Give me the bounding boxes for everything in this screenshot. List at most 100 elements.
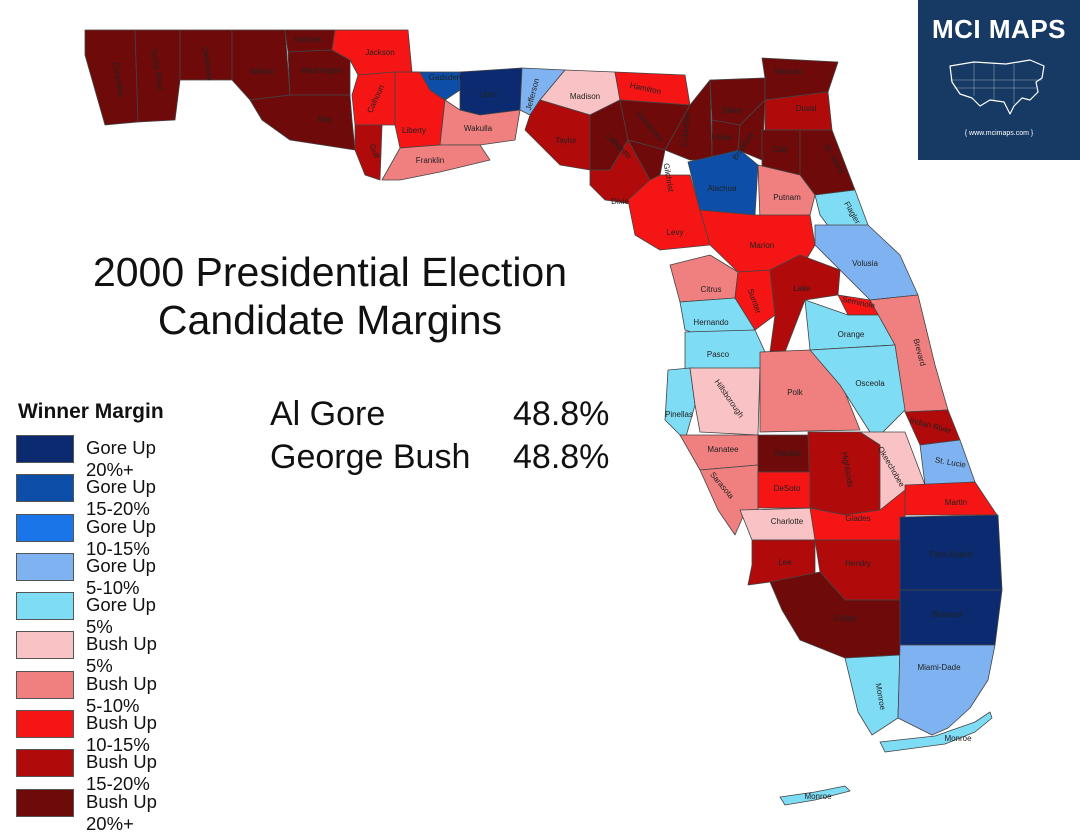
us-map-icon [949, 59, 1045, 115]
county-label: Taylor [555, 136, 577, 145]
county-label: Martin [945, 498, 967, 507]
legend-item: Bush Up 10-15% [16, 710, 164, 755]
county-label: Leon [479, 90, 497, 99]
brand-logo: MCI MAPS { www.mcimaps.com } [918, 0, 1080, 160]
county-label: DeSoto [774, 484, 801, 493]
candidate-name: Al Gore [270, 395, 386, 433]
county-escambia [84, 29, 139, 126]
legend-label: Gore Up 15-20% [86, 476, 156, 520]
legend: Winner Margin Gore Up 20%+ Gore Up 15-20… [16, 400, 164, 834]
candidate-percent: 48.8% [513, 438, 610, 476]
legend-label: Bush Up 10-15% [86, 712, 157, 756]
county-label: Wakulla [464, 124, 493, 133]
county-label: Nassau [774, 67, 801, 76]
county-label: Osceola [855, 379, 885, 388]
county-bay [249, 94, 356, 151]
county-label: Charlotte [771, 517, 804, 526]
legend-swatch [16, 592, 74, 621]
county-osceola [809, 344, 906, 441]
candidate-percent: 48.8% [513, 395, 610, 433]
county-label: Hendry [845, 559, 871, 568]
county-label: Columbia [680, 112, 692, 147]
county-label: Bay [318, 115, 332, 124]
county-label: Miami-Dade [917, 663, 961, 672]
county-label: Walton [250, 67, 275, 76]
legend-item: Gore Up 10-15% [16, 513, 164, 559]
legend-swatch [16, 788, 74, 817]
legend-label: Gore Up 5% [86, 594, 156, 638]
legend-label: Bush Up 5-10% [86, 672, 157, 716]
county-monroe-lower-keys [779, 785, 851, 806]
county-label: Monroe [804, 792, 832, 801]
legend-label: Gore Up 20%+ [86, 437, 156, 480]
county-label: Volusia [852, 259, 878, 268]
legend-label: Bush Up 20%+ [86, 790, 157, 834]
legend-swatch [16, 435, 74, 463]
county-polygons [84, 29, 1003, 806]
legend-item: Bush Up 5-10% [16, 670, 164, 716]
legend-item: Gore Up 15-20% [16, 474, 164, 519]
county-label: Orange [838, 330, 865, 339]
candidate-name: George Bush [270, 438, 471, 476]
county-label: Hardee [775, 449, 802, 458]
county-label: Pasco [707, 350, 730, 359]
county-label: Lee [778, 558, 792, 567]
county-label: Levy [667, 228, 684, 237]
county-label: Hernando [693, 318, 729, 327]
county-miami-dade [897, 644, 996, 736]
county-label: Putnam [773, 193, 801, 202]
county-monroe-keys [879, 711, 993, 753]
title-line-2: Candidate Margins [157, 297, 503, 343]
county-label: Madison [570, 92, 600, 101]
legend-label: Bush Up 15-20% [86, 751, 157, 795]
county-franklin [381, 144, 491, 181]
title-line-1: 2000 Presidential Election [92, 249, 568, 295]
legend-swatch [16, 552, 74, 581]
county-label: Holmes [294, 35, 321, 44]
county-pinellas [664, 367, 696, 441]
county-label: Dixie [611, 197, 629, 206]
county-walton [231, 29, 291, 101]
county-gulf [354, 124, 383, 181]
legend-swatch [16, 631, 74, 660]
county-label: Citrus [701, 285, 722, 294]
county-label: Liberty [402, 126, 426, 135]
county-label: Pinellas [665, 410, 693, 419]
county-sumter [734, 269, 776, 331]
county-label: Collier [834, 614, 857, 623]
legend-label: Gore Up 10-15% [86, 515, 156, 559]
legend-item: Bush Up 20%+ [16, 788, 164, 834]
county-label: Jackson [365, 48, 394, 57]
legend-swatch [16, 749, 74, 778]
county-label: Duval [796, 104, 817, 113]
county-st-johns [799, 129, 856, 196]
county-putnam [757, 164, 816, 221]
county-label: Manatee [707, 445, 739, 454]
county-label: Union [712, 133, 733, 142]
county-santa-rosa [134, 29, 181, 123]
county-label: Baker [723, 106, 744, 115]
county-label: Franklin [416, 156, 444, 165]
county-label: Washington [301, 66, 343, 75]
county-label: Glades [845, 514, 870, 523]
county-label: Broward [932, 610, 962, 619]
county-label: Lake [793, 284, 811, 293]
legend-label: Bush Up 5% [86, 633, 157, 677]
legend-swatch [16, 513, 74, 542]
county-label: Alachua [708, 184, 737, 193]
county-monroe-mainland [844, 654, 901, 736]
legend-item: Gore Up 20%+ [16, 435, 164, 480]
county-label: Palm Beach [929, 550, 972, 559]
legend-label: Gore Up 5-10% [86, 554, 156, 598]
legend-item: Gore Up 5% [16, 592, 164, 637]
county-label: Gadsden [429, 73, 461, 82]
county-columbia [664, 79, 713, 161]
county-label: Clay [772, 145, 788, 154]
legend-item: Gore Up 5-10% [16, 552, 164, 598]
legend-title: Winner Margin [18, 400, 164, 423]
county-label: Monroe [944, 734, 972, 743]
legend-item: Bush Up 15-20% [16, 749, 164, 794]
county-label: Marion [750, 241, 774, 250]
brand-url: { www.mcimaps.com } [964, 130, 1034, 137]
